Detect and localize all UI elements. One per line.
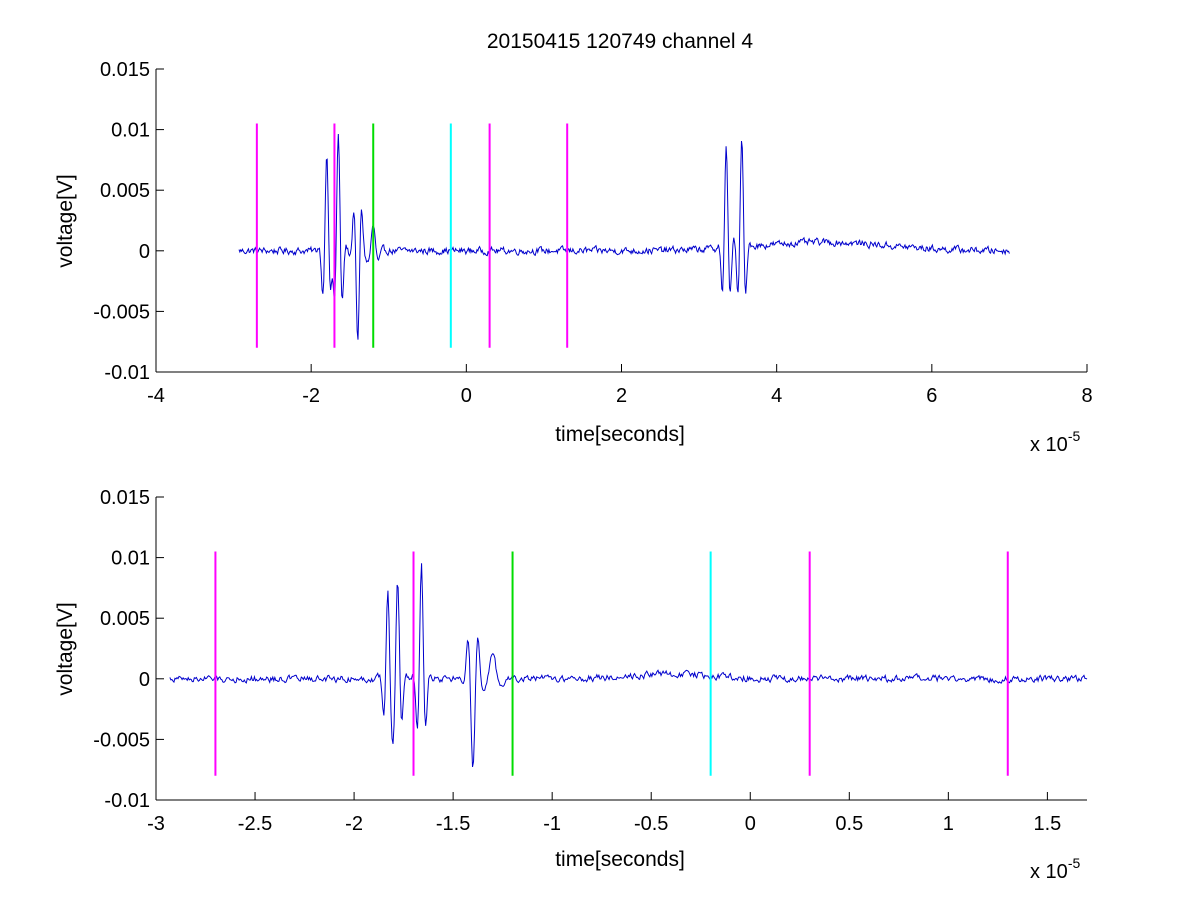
bottom-x-tick-label-5: -0.5 — [634, 813, 668, 835]
top-y-axis-label: voltage[V] — [54, 174, 77, 267]
bottom-y-tick-label-4: 0.01 — [111, 548, 150, 570]
top-x-tick-label-2: 0 — [461, 385, 472, 407]
bottom-y-tick-label-3: 0.005 — [100, 608, 150, 630]
bottom-signal-group — [169, 563, 1088, 768]
top-x-tick-label-0: -4 — [147, 385, 165, 407]
bottom-y-axis-label: voltage[V] — [54, 602, 77, 695]
top-y-tick-label-2: 0 — [139, 241, 150, 263]
bottom-x-tick-label-9: 1.5 — [1033, 813, 1061, 835]
top-x-tick-label-6: 8 — [1081, 385, 1092, 407]
top-signal-group — [238, 133, 1010, 340]
bottom-y-tick-label-5: 0.015 — [100, 487, 150, 509]
top-x-exponent: x 10-5 — [1030, 428, 1080, 456]
top-y-tick-label-4: 0.01 — [111, 120, 150, 142]
bottom-x-tick-label-2: -2 — [345, 813, 363, 835]
top-x-axis-label: time[seconds] — [555, 423, 685, 446]
bottom-x-axis-label: time[seconds] — [555, 848, 685, 871]
top-chart-title: 20150415 120749 channel 4 — [487, 30, 754, 53]
bottom-subplot: -3 -2.5 -2 -1.5 -1 -0.5 0 0.5 1 1.5 -0.01 -0.005 0 0.… — [54, 487, 1088, 883]
top-x-exponent-power: -5 — [1068, 428, 1081, 444]
top-marker-group — [255, 123, 569, 348]
top-axes-group: -4 -2 0 2 4 6 8 -0.01 -0.005 0 0.005 0.01 0.015 — [93, 59, 1092, 407]
bottom-x-exponent-power: -5 — [1068, 855, 1081, 871]
top-x-tick-label-1: -2 — [302, 385, 320, 407]
bottom-y-tick-label-1: -0.005 — [93, 729, 150, 751]
bottom-x-tick-label-3: -1.5 — [436, 813, 470, 835]
top-y-tick-label-0: -0.01 — [104, 362, 150, 384]
bottom-x-tick-label-8: 1 — [943, 813, 954, 835]
bottom-y-tick-label-0: -0.01 — [104, 790, 150, 812]
top-x-tick-label-4: 4 — [771, 385, 782, 407]
top-x-exponent-base: x 10 — [1030, 434, 1068, 456]
top-x-tick-label-5: 6 — [926, 385, 937, 407]
bottom-y-tick-label-2: 0 — [139, 669, 150, 691]
top-x-tick-label-3: 2 — [616, 385, 627, 407]
bottom-signal-line — [169, 563, 1088, 768]
top-y-tick-label-5: 0.015 — [100, 59, 150, 81]
top-y-tick-label-3: 0.005 — [100, 180, 150, 202]
bottom-x-tick-label-0: -3 — [147, 813, 165, 835]
bottom-x-tick-label-6: 0 — [745, 813, 756, 835]
bottom-x-exponent-base: x 10 — [1030, 861, 1068, 883]
bottom-axes-group: -3 -2.5 -2 -1.5 -1 -0.5 0 0.5 1 1.5 -0.01 -0.005 0 0.… — [93, 487, 1087, 835]
top-y-tick-label-1: -0.005 — [93, 301, 150, 323]
bottom-x-tick-label-7: 0.5 — [835, 813, 863, 835]
bottom-x-exponent: x 10-5 — [1030, 855, 1080, 883]
top-signal-line — [238, 133, 1010, 340]
bottom-marker-group — [214, 551, 1009, 776]
top-subplot: 20150415 120749 channel 4 -4 -2 0 2 4 6 8 -0.01… — [54, 30, 1093, 456]
bottom-x-tick-label-1: -2.5 — [238, 813, 272, 835]
bottom-x-tick-label-4: -1 — [543, 813, 561, 835]
